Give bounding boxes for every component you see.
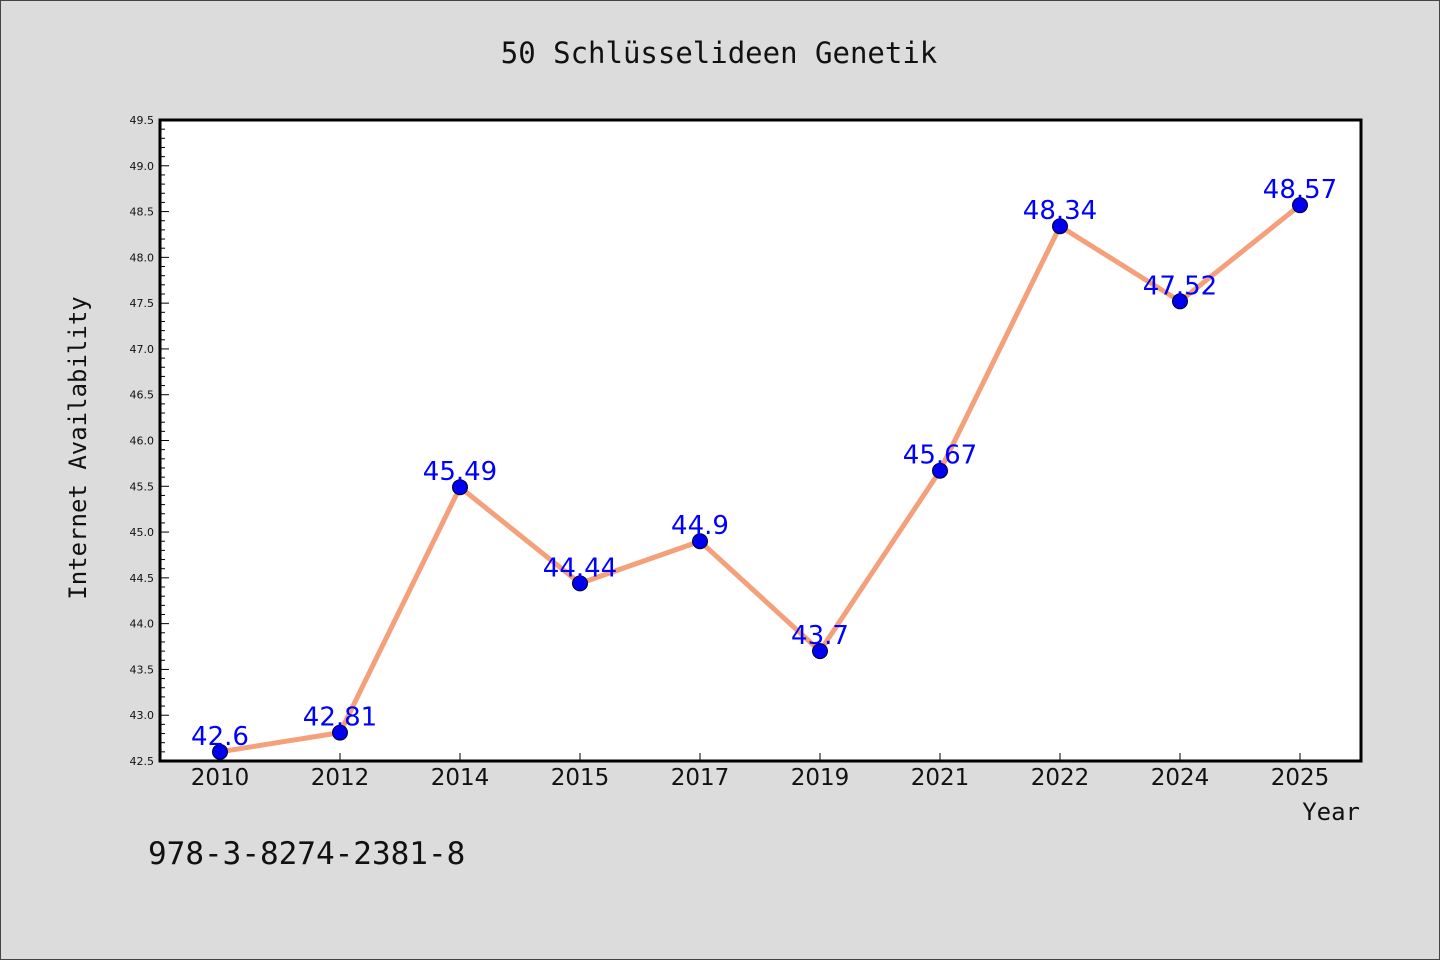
data-point (1052, 218, 1068, 235)
y-axis-label: Internet Availability (64, 296, 92, 599)
x-tick-label: 2025 (1271, 765, 1330, 791)
y-tick-label: 45.5 (130, 480, 155, 493)
x-tick-label: 2019 (791, 765, 850, 791)
data-label: 45.49 (423, 457, 497, 487)
y-axis: 42.5 43.0 43.5 44.0 44.5 45.0 45.5 46.0 46.5 47.0… (130, 114, 169, 768)
data-point (812, 643, 828, 660)
y-tick-label: 45.0 (130, 526, 155, 539)
data-point (452, 479, 468, 496)
data-label: 44.9 (671, 511, 729, 541)
footer-isbn: 978-3-8274-2381-8 (148, 836, 465, 872)
x-tick-label: 2014 (431, 765, 490, 791)
y-tick-label: 47.0 (130, 343, 155, 356)
chart-title: 50 Schlüsselideen Genetik (501, 36, 938, 70)
series-line (217, 202, 1303, 755)
y-tick-label: 49.0 (130, 160, 155, 173)
y-tick-label: 48.0 (130, 251, 155, 264)
data-label: 42.81 (303, 703, 377, 733)
data-point (692, 533, 708, 550)
data-point (932, 462, 948, 479)
x-tick-label: 2021 (911, 765, 970, 791)
y-tick-label: 49.5 (130, 114, 155, 127)
y-tick-label: 46.5 (130, 389, 155, 402)
data-label: 45.67 (903, 441, 977, 471)
data-point (572, 575, 588, 592)
data-label: 43.7 (791, 621, 849, 651)
y-tick-label: 44.5 (130, 572, 155, 585)
x-axis: 2010 2012 2014 2015 2017 2019 2021 2022 2024 2025 (191, 753, 1330, 791)
plot-area (158, 118, 1363, 763)
data-point (1172, 293, 1188, 310)
y-tick-label: 44.0 (130, 618, 155, 631)
data-label: 47.52 (1143, 271, 1217, 301)
data-label: 48.34 (1023, 196, 1097, 226)
series-group: 42.6 42.81 45.49 44.44 44.9 43.7 45.67 48.34 47.… (191, 175, 1337, 760)
data-point (212, 743, 228, 760)
y-tick-label: 43.5 (130, 663, 155, 676)
data-point (1292, 197, 1308, 214)
x-axis-label: Year (1302, 798, 1360, 826)
x-tick-label: 2022 (1031, 765, 1090, 791)
x-tick-label: 2010 (191, 765, 250, 791)
y-tick-label: 47.5 (130, 297, 155, 310)
y-tick-label: 46.0 (130, 435, 155, 448)
x-tick-label: 2015 (551, 765, 610, 791)
data-label: 44.44 (543, 553, 617, 583)
x-tick-label: 2024 (1151, 765, 1210, 791)
data-label: 48.57 (1263, 175, 1337, 205)
x-tick-label: 2017 (671, 765, 730, 791)
x-tick-label: 2012 (311, 765, 370, 791)
data-label: 42.6 (191, 722, 249, 752)
y-tick-label: 42.5 (130, 755, 155, 768)
y-tick-label: 48.5 (130, 206, 155, 219)
y-tick-label: 43.0 (130, 709, 155, 722)
data-point (332, 724, 348, 741)
